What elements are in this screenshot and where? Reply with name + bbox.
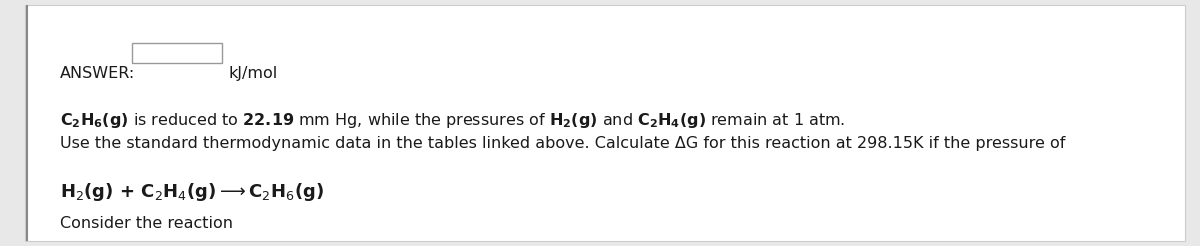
Text: Use the standard thermodynamic data in the tables linked above. Calculate ΔG for: Use the standard thermodynamic data in t… <box>60 136 1066 151</box>
Bar <box>132 43 222 63</box>
Text: kJ/mol: kJ/mol <box>228 66 277 81</box>
Text: H$_2$(g) + C$_2$H$_4$(g)$\longrightarrow$C$_2$H$_6$(g): H$_2$(g) + C$_2$H$_4$(g)$\longrightarrow… <box>60 181 324 203</box>
Text: $\mathbf{C_2H_6(g)}$ is reduced to $\mathbf{22.19}$ mm Hg, while the pressures o: $\mathbf{C_2H_6(g)}$ is reduced to $\mat… <box>60 111 845 130</box>
Text: Consider the reaction: Consider the reaction <box>60 216 233 231</box>
Text: ANSWER:: ANSWER: <box>60 66 136 81</box>
